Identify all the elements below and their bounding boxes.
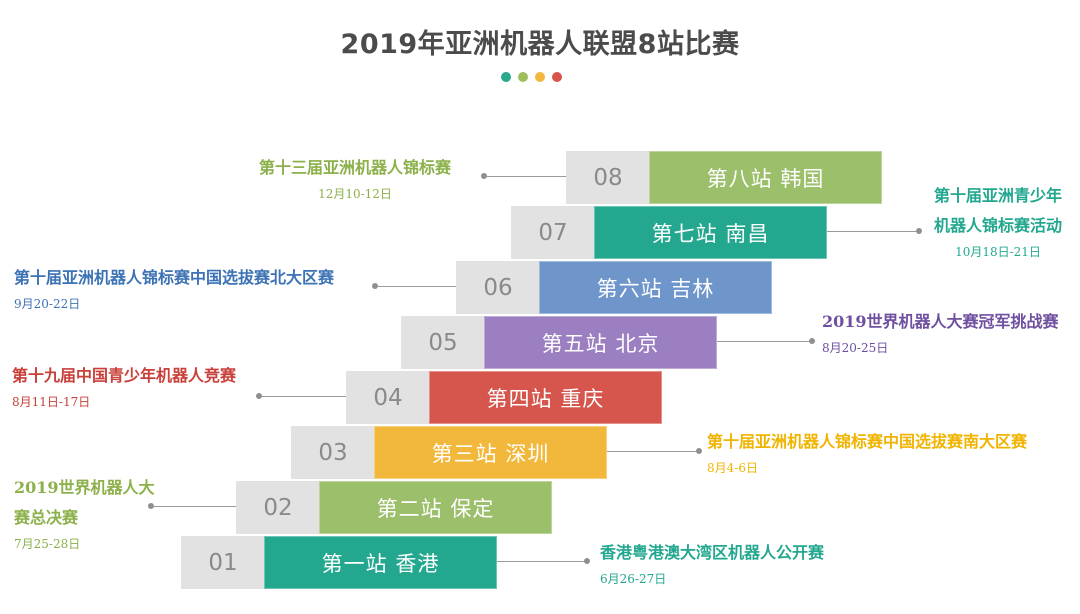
event-annotation-05: 2019世界机器人大赛冠军挑战赛 8月20-25日	[822, 310, 1059, 357]
event-date: 7月25-28日	[14, 537, 81, 551]
event-date: 12月10-12日	[318, 187, 392, 201]
station-number-07: 07	[511, 206, 595, 259]
station-bar-04: 第四站 重庆	[429, 371, 662, 424]
connector-dot	[256, 393, 262, 399]
event-date: 10月18日-21日	[955, 245, 1041, 259]
connector-dot	[696, 448, 702, 454]
connector-line	[154, 506, 236, 507]
connector-line	[717, 341, 810, 342]
station-bar-05: 第五站 北京	[484, 316, 717, 369]
connector-line	[487, 176, 566, 177]
event-name: 香港粤港澳大湾区机器人公开赛	[600, 543, 825, 562]
event-name-line-1: 第十届亚洲青少年	[933, 186, 1062, 205]
decor-dot	[501, 72, 511, 82]
station-bar-06: 第六站 吉林	[539, 261, 772, 314]
connector-line	[262, 396, 346, 397]
station-bar-02: 第二站 保定	[319, 481, 552, 534]
event-date: 8月20-25日	[822, 341, 889, 355]
connector-dot	[481, 173, 487, 179]
event-date: 6月26-27日	[600, 572, 667, 586]
station-number-02: 02	[236, 481, 320, 534]
connector-line	[497, 561, 585, 562]
station-bar-07: 第七站 南昌	[594, 206, 827, 259]
station-number-08: 08	[566, 151, 650, 204]
decor-dot	[535, 72, 545, 82]
event-date: 8月11日-17日	[12, 395, 91, 409]
station-number-06: 06	[456, 261, 540, 314]
station-number-01: 01	[181, 536, 265, 589]
connector-dot	[372, 283, 378, 289]
station-bar-03: 第三站 深圳	[374, 426, 607, 479]
event-name: 第十届亚洲机器人锦标赛中国选拔赛北大区赛	[14, 268, 335, 287]
event-annotation-04: 第十九届中国青少年机器人竞赛 8月11日-17日	[12, 364, 236, 411]
station-bar-08: 第八站 韩国	[649, 151, 882, 204]
event-annotation-01: 香港粤港澳大湾区机器人公开赛 6月26-27日	[600, 541, 824, 588]
station-bar-01: 第一站 香港	[264, 536, 497, 589]
event-date: 9月20-22日	[14, 297, 81, 311]
station-number-04: 04	[346, 371, 430, 424]
event-annotation-07: 第十届亚洲青少年 机器人锦标赛活动 10月18日-21日	[920, 184, 1076, 261]
page-title: 2019年亚洲机器人联盟8站比赛	[340, 29, 740, 60]
connector-dot	[584, 558, 590, 564]
event-annotation-06: 第十届亚洲机器人锦标赛中国选拔赛北大区赛 9月20-22日	[14, 266, 334, 313]
event-name-line-2: 机器人锦标赛活动	[933, 216, 1062, 235]
connector-line	[607, 451, 697, 452]
event-name: 第十九届中国青少年机器人竞赛	[12, 366, 237, 385]
connector-dot	[148, 503, 154, 509]
event-annotation-08: 第十三届亚洲机器人锦标赛 12月10-12日	[232, 156, 478, 203]
connector-line	[378, 286, 456, 287]
station-number-03: 03	[291, 426, 375, 479]
event-name: 2019世界机器人大赛冠军挑战赛	[822, 312, 1059, 331]
connector-dot	[916, 228, 922, 234]
event-annotation-02: 2019世界机器人大 赛总决赛 7月25-28日	[14, 476, 155, 553]
event-annotation-03: 第十届亚洲机器人锦标赛中国选拔赛南大区赛 8月4-6日	[707, 430, 1027, 477]
station-number-05: 05	[401, 316, 485, 369]
event-name: 第十届亚洲机器人锦标赛中国选拔赛南大区赛	[707, 432, 1028, 451]
decor-dot	[518, 72, 528, 82]
decor-dot	[552, 72, 562, 82]
event-name-line-1: 2019世界机器人大	[14, 478, 155, 497]
event-name-line-2: 赛总决赛	[14, 508, 79, 527]
connector-line	[827, 231, 917, 232]
event-date: 8月4-6日	[707, 461, 758, 475]
connector-dot	[809, 338, 815, 344]
event-name: 第十三届亚洲机器人锦标赛	[258, 158, 451, 177]
